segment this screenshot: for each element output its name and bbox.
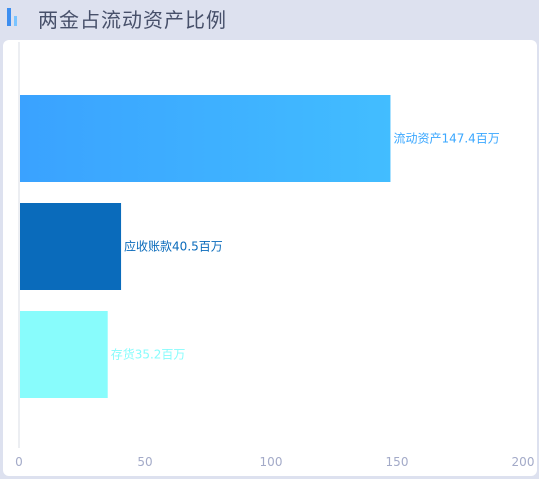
bar-2[interactable] [20, 203, 122, 290]
x-tick-label: 0 [15, 455, 23, 469]
bar-data-label-3: 存货35.2百万 [111, 347, 186, 362]
chart-header: 两金占流动资产比例 [0, 0, 539, 38]
bar-3[interactable] [20, 311, 108, 398]
x-tick-label: 150 [386, 455, 409, 469]
page-title: 两金占流动资产比例 [38, 8, 227, 32]
bar-1[interactable] [20, 95, 391, 182]
bar-data-label-1: 流动资产147.4百万 [393, 132, 499, 146]
title-bar-icon [7, 8, 21, 26]
bar-data-label-2: 应收账款40.5百万 [124, 239, 223, 254]
x-tick-label: 100 [260, 455, 283, 469]
x-tick-label: 50 [137, 455, 152, 469]
x-tick-label: 200 [512, 455, 535, 469]
